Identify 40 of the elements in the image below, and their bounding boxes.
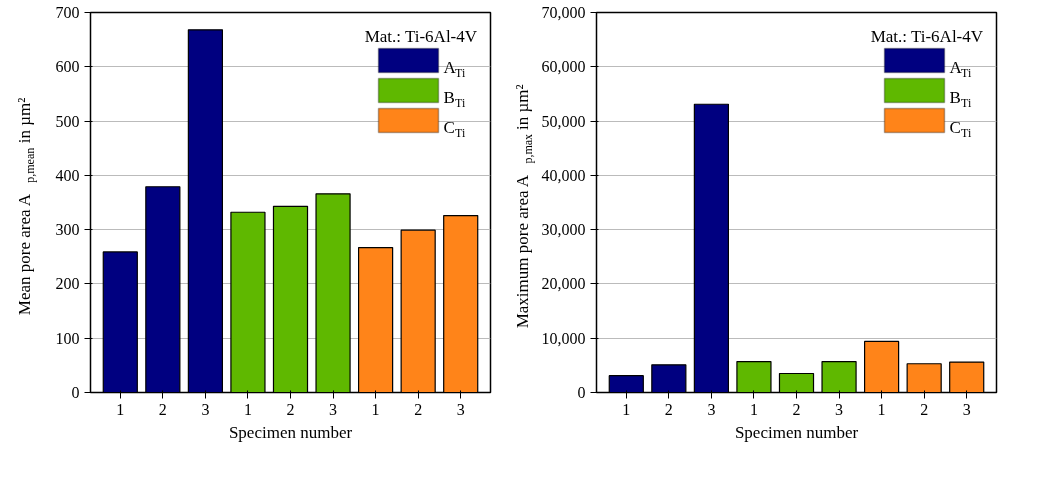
x-tick-label: 1 [622,400,631,418]
y-axis-title: Mean pore area Ap,mean in µm² [15,97,37,316]
y-tick-label: 100 [55,329,80,347]
y-tick-label: 300 [55,221,80,239]
y-tick-label: 200 [55,275,80,293]
x-tick-label: 2 [792,400,801,418]
y-tick-label: 0 [71,384,80,401]
y-tick-label: 600 [55,58,80,76]
y-tick-label: 60,000 [541,58,586,76]
x-tick-label: 3 [707,400,716,418]
y-tick-label: 400 [55,166,80,184]
y-tick-label: 0 [577,384,586,401]
x-tick-label: 3 [201,400,210,418]
x-axis-title: Specimen number [734,422,859,442]
x-tick-label: 2 [920,400,929,418]
x-axis-title: Specimen number [228,422,353,442]
x-tick-label: 3 [962,400,971,418]
x-tick-label: 3 [456,400,465,418]
y-tick-label: 40,000 [541,166,586,184]
x-tick-label: 3 [835,400,844,418]
x-tick-label: 2 [414,400,423,418]
y-tick-label: 10,000 [541,329,586,347]
y-tick-label: 70,000 [541,4,586,21]
x-tick-label: 3 [329,400,338,418]
x-tick-label: 1 [877,400,886,418]
x-tick-label: 1 [371,400,380,418]
y-tick-label: 50,000 [541,112,586,130]
y-tick-label: 20,000 [541,275,586,293]
y-tick-label: 500 [55,112,80,130]
legend-title: Mat.: Ti-6Al-4V [364,27,478,46]
x-tick-label: 1 [749,400,758,418]
y-axis-title: Maximum pore area Ap,max in µm² [513,84,535,329]
x-tick-label: 1 [116,400,125,418]
x-tick-label: 1 [243,400,252,418]
x-tick-label: 2 [158,400,167,418]
x-tick-label: 2 [286,400,295,418]
y-tick-label: 700 [55,4,80,21]
x-tick-label: 2 [664,400,673,418]
legend-title: Mat.: Ti-6Al-4V [870,27,984,46]
y-tick-label: 30,000 [541,221,586,239]
